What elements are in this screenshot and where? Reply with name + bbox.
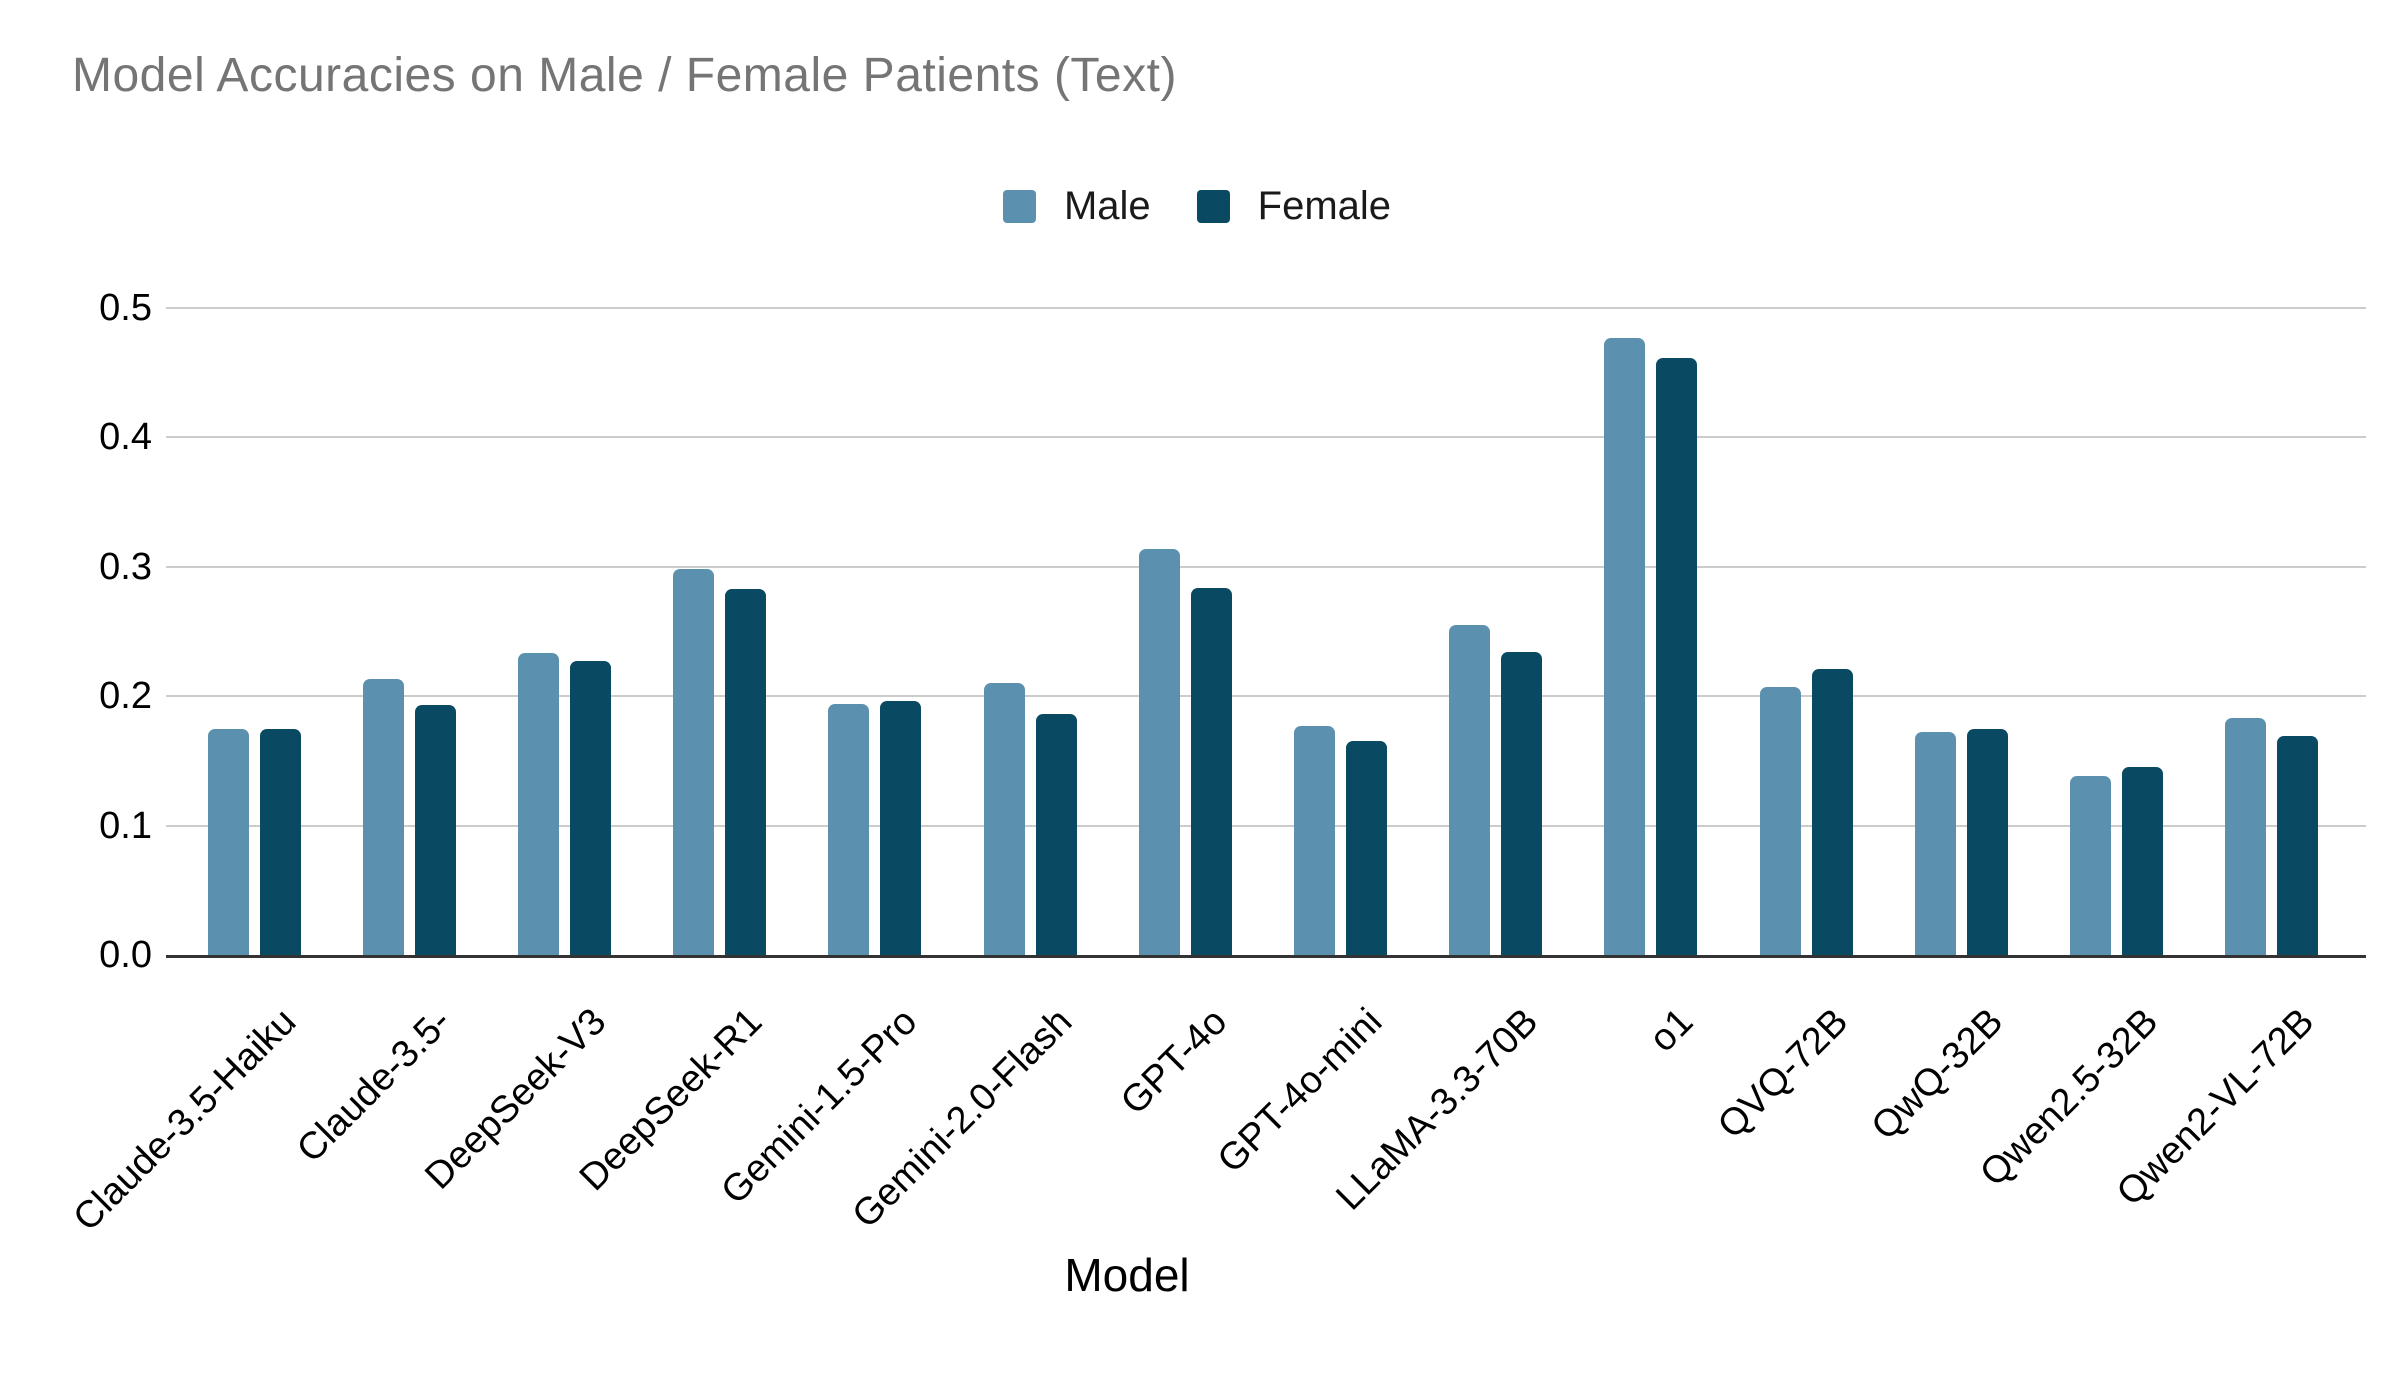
bar-male-8: [1449, 625, 1491, 955]
bar-female-2: [569, 661, 611, 955]
bar-male-1: [362, 679, 404, 955]
x-tick-label: Claude-3.5-Haiku: [65, 1000, 305, 1240]
bar-female-0: [259, 728, 301, 955]
bar-male-6: [1138, 548, 1180, 955]
bar-male-13: [2225, 718, 2267, 955]
bar-female-11: [1966, 728, 2008, 955]
gridline-0.3: [166, 565, 2366, 568]
bar-male-0: [207, 728, 249, 955]
x-tick-label: Qwen2-VL-72B: [2108, 1000, 2322, 1214]
y-tick-label: 0.4: [99, 416, 152, 459]
bar-male-7: [1293, 725, 1335, 955]
bar-female-13: [2277, 736, 2319, 955]
legend-item-female: Female: [1196, 184, 1392, 229]
bar-female-12: [2121, 767, 2163, 955]
bar-female-5: [1035, 714, 1077, 955]
legend-item-male: Male: [1002, 184, 1151, 229]
y-tick-label: 0.2: [99, 675, 152, 718]
y-tick-label: 0.5: [99, 287, 152, 329]
x-tick-label: Gemini-1.5-Pro: [713, 1000, 926, 1213]
bar-male-5: [983, 683, 1025, 955]
bar-female-8: [1501, 652, 1543, 955]
x-tick-label: Qwen2.5-32B: [1972, 1000, 2167, 1195]
x-tick-label: Claude-3.5-: [289, 1000, 460, 1171]
x-axis-line: [166, 955, 2366, 958]
bar-female-6: [1190, 587, 1232, 955]
bar-male-12: [2069, 776, 2111, 955]
x-tick-label: LLaMA-3.3-70B: [1327, 1000, 1546, 1219]
gridline-0.2: [166, 695, 2366, 698]
x-tick-label: DeepSeek-V3: [417, 1000, 615, 1198]
bar-female-9: [1656, 358, 1698, 955]
bar-male-10: [1759, 687, 1801, 955]
x-tick-label: QVQ-72B: [1710, 1000, 1857, 1147]
male-swatch: [1002, 190, 1036, 223]
bar-male-2: [517, 653, 559, 955]
bar-male-3: [673, 569, 715, 955]
bar-male-9: [1604, 337, 1646, 955]
y-tick-label: 0.1: [99, 804, 152, 847]
bar-female-4: [880, 701, 922, 955]
gridline-0.5: [166, 307, 2366, 309]
chart-title: Model Accuracies on Male / Female Patien…: [72, 49, 1177, 102]
x-axis-title: Model: [1064, 1249, 1190, 1301]
legend-label-male: Male: [1063, 184, 1151, 228]
female-swatch: [1196, 190, 1230, 223]
bar-male-4: [828, 703, 870, 955]
legend: Male Female: [0, 184, 2394, 229]
y-tick-label: 0.3: [99, 545, 152, 588]
bar-female-7: [1345, 741, 1387, 955]
bar-female-1: [414, 705, 456, 955]
gridline-0.1: [166, 824, 2366, 827]
bar-female-10: [1811, 669, 1853, 955]
gridline-0.4: [166, 436, 2366, 439]
x-tick-label: QwQ-32B: [1863, 1000, 2012, 1149]
x-tick-label: o1: [1641, 1000, 1702, 1061]
y-tick-label: 0.0: [99, 934, 152, 976]
bar-male-11: [1914, 732, 1956, 955]
legend-label-female: Female: [1257, 184, 1392, 228]
bar-female-3: [725, 588, 767, 955]
x-tick-label: DeepSeek-R1: [571, 1000, 770, 1200]
